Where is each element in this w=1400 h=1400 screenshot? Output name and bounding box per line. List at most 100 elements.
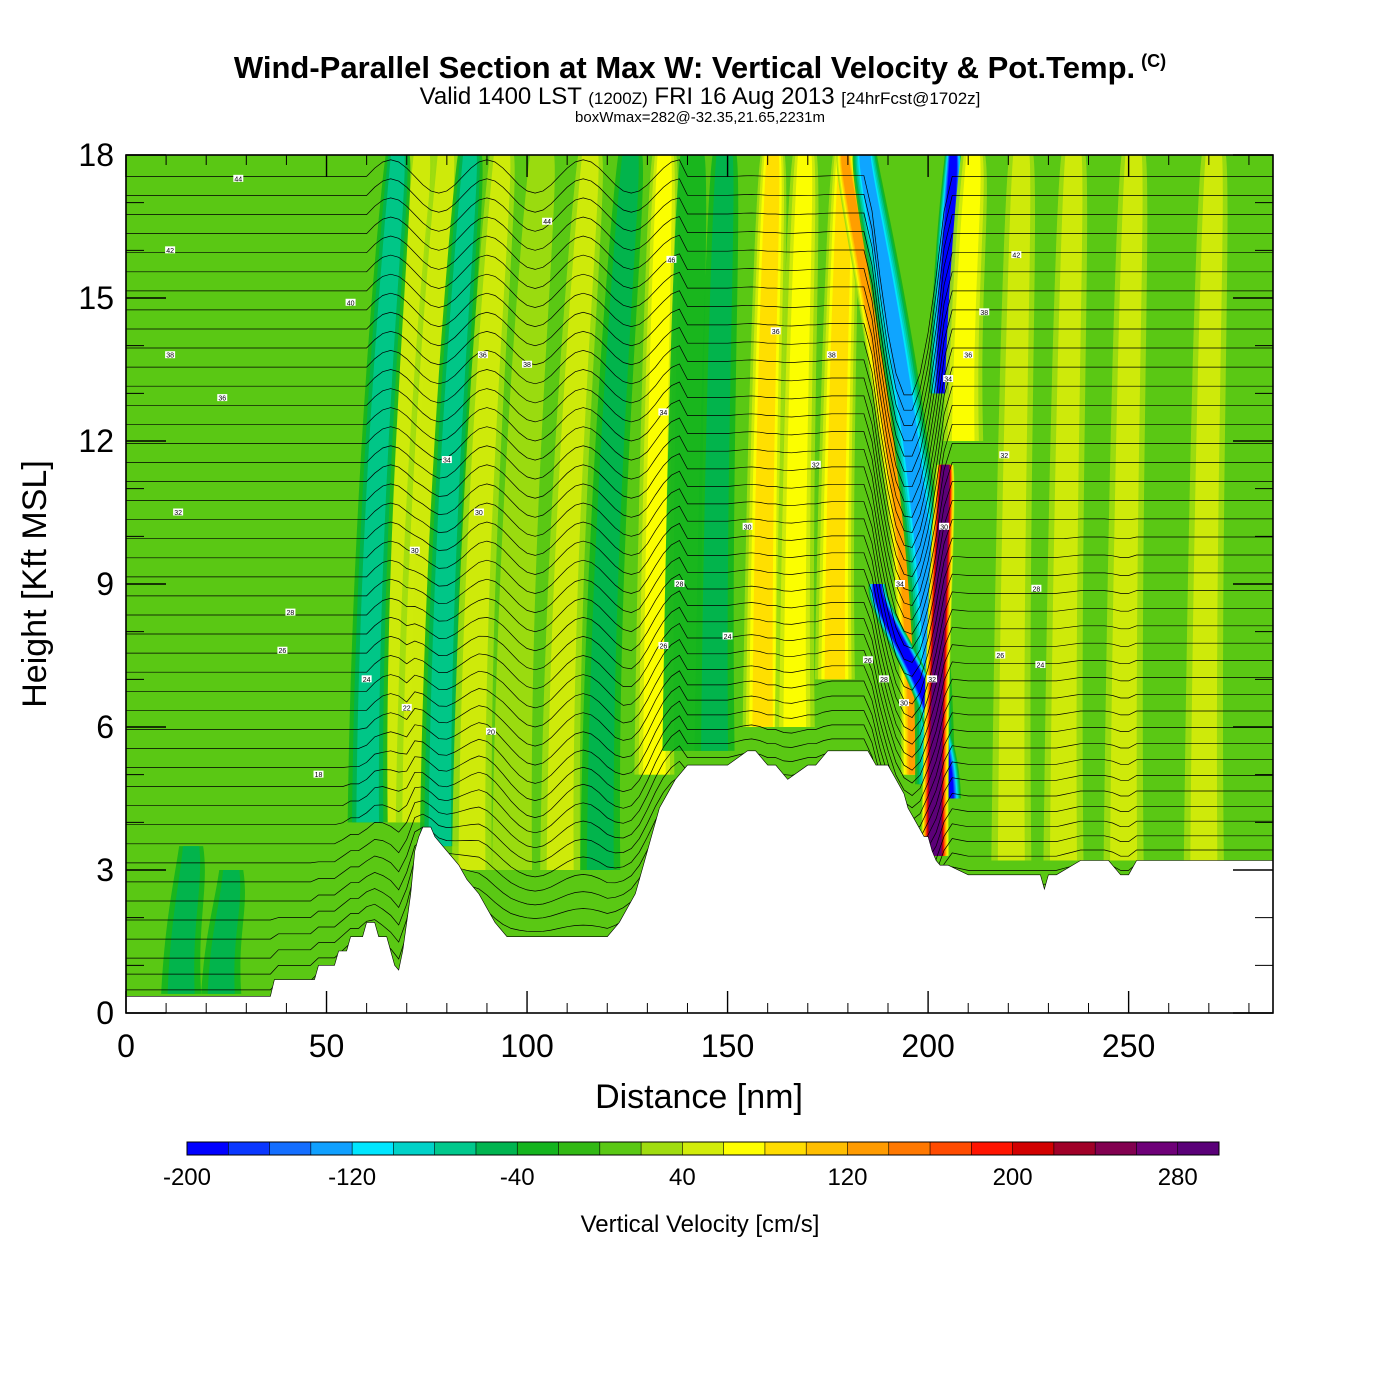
theta-contour-line <box>126 639 1273 784</box>
colorbar-label: Vertical Velocity [cm/s] <box>581 1211 820 1238</box>
colorbar-swatch <box>393 1142 435 1155</box>
theta-contour-line <box>126 327 1273 534</box>
colorbar-swatch <box>764 1142 807 1155</box>
contour-label: 34 <box>443 458 451 465</box>
y-tick-label: 15 <box>78 280 114 316</box>
colorbar-swatch <box>228 1142 270 1155</box>
y-tick-label: 3 <box>96 852 114 888</box>
theta-contour-line <box>126 381 1273 578</box>
theta-contour-line <box>126 178 1273 411</box>
contour-label-bg <box>939 522 950 530</box>
theta-contour-line <box>126 745 1273 866</box>
velocity-band <box>841 155 922 775</box>
theta-contour-line <box>126 700 1273 833</box>
y-tick-label: 12 <box>78 423 114 459</box>
contour-label-bg <box>963 351 974 359</box>
valid-date: FRI 16 Aug 2013 <box>654 83 835 110</box>
contour-label-bg <box>361 675 372 683</box>
theta-contour-line <box>126 654 1273 796</box>
velocity-band <box>356 155 405 823</box>
contour-label-bg <box>1035 661 1046 669</box>
velocity-band <box>783 155 813 727</box>
contour-label: 44 <box>234 176 242 183</box>
x-tick-label: 250 <box>1102 1028 1155 1064</box>
contour-label-bg <box>173 508 184 516</box>
theta-contour-line <box>126 606 1273 758</box>
box-wmax-note: boxWmax=282@-32.35,21.65,2231m <box>575 109 825 126</box>
contour-label: 40 <box>347 300 355 307</box>
contour-label-bg <box>878 675 889 683</box>
contour-label-bg <box>826 351 837 359</box>
contour-label: 34 <box>660 410 668 417</box>
theta-contour-line <box>126 623 1273 771</box>
contour-label: 32 <box>1000 453 1008 460</box>
colorbar-swatch <box>352 1142 394 1155</box>
contour-label: 46 <box>668 257 676 264</box>
velocity-band <box>546 155 599 870</box>
contour-label-bg <box>401 703 412 711</box>
contour-label: 30 <box>411 548 419 555</box>
colorbar-tick-label: 40 <box>669 1164 696 1191</box>
contour-label-bg <box>217 394 228 402</box>
x-tick-label: 0 <box>117 1028 135 1064</box>
colorbar-swatch <box>641 1142 683 1155</box>
contour-label: 36 <box>218 396 226 403</box>
contour-label-bg <box>927 675 938 683</box>
theta-contour-line <box>126 197 1273 426</box>
contour-label-bg <box>345 298 356 306</box>
velocity-band <box>701 155 734 751</box>
copyright-mark: (C) <box>1141 50 1167 71</box>
velocity-band <box>873 584 953 799</box>
theta-contour-line <box>126 363 1273 563</box>
x-tick-label: 150 <box>701 1028 754 1064</box>
contour-label: 34 <box>944 377 952 384</box>
velocity-band <box>752 155 780 727</box>
colorbar-tick-label: -200 <box>163 1164 211 1191</box>
contour-label-bg <box>542 217 553 225</box>
theta-contour-line <box>126 290 1273 503</box>
contour-label-bg <box>995 651 1006 659</box>
theta-contour-line <box>126 729 1273 856</box>
theta-contour-line <box>126 271 1273 488</box>
velocity-band <box>1190 155 1223 861</box>
y-tick-label: 18 <box>78 137 114 173</box>
colorbar-swatch <box>269 1142 312 1155</box>
contour-label-bg <box>979 308 990 316</box>
theta-contour-labels: 44 42 40 38 36 32 30 28 26 24 22 20 18 44 46 38 36 34 34 30… <box>165 174 1046 779</box>
contour-label-bg <box>1031 584 1042 592</box>
contour-label: 44 <box>543 219 551 226</box>
theta-contour-line <box>126 715 1273 844</box>
colorbar-swatch <box>930 1142 972 1155</box>
contour-label: 38 <box>166 353 174 360</box>
contour-label: 34 <box>896 582 904 589</box>
contour-label: 36 <box>964 353 972 360</box>
theta-contour-line <box>126 540 1273 705</box>
velocity-band <box>586 155 639 870</box>
colorbar-swatch <box>475 1142 518 1155</box>
contour-label-bg <box>409 546 420 554</box>
velocity-band <box>840 155 923 775</box>
contour-label-bg <box>1011 251 1022 259</box>
contour-label: 26 <box>279 648 287 655</box>
theta-contour-line <box>126 488 1273 663</box>
theta-contour-line <box>126 470 1273 649</box>
contour-label: 30 <box>475 510 483 517</box>
chart-subtitle: Valid 1400 LST (1200Z) FRI 16 Aug 2013 [… <box>0 83 1400 111</box>
colorbar-swatch <box>1136 1142 1179 1155</box>
contour-label: 28 <box>880 677 888 684</box>
contour-label-bg <box>943 375 954 383</box>
colorbar: -200 -120 -40 40 120 200 280 <box>163 1141 1220 1191</box>
contour-label-bg <box>722 632 733 640</box>
colorbar-frame <box>186 1141 1220 1156</box>
theta-contour-line <box>126 399 1273 592</box>
contour-label: 26 <box>864 658 872 665</box>
velocity-band <box>1049 155 1083 861</box>
colorbar-swatch <box>888 1142 931 1155</box>
y-tick-label: 9 <box>96 566 114 602</box>
contour-label-bg <box>895 580 906 587</box>
theta-contour-line <box>126 216 1273 442</box>
colorbar-swatch <box>1177 1142 1220 1155</box>
contour-label: 38 <box>523 362 531 369</box>
y-axis-label: Height [Kft MSL] <box>16 460 54 708</box>
